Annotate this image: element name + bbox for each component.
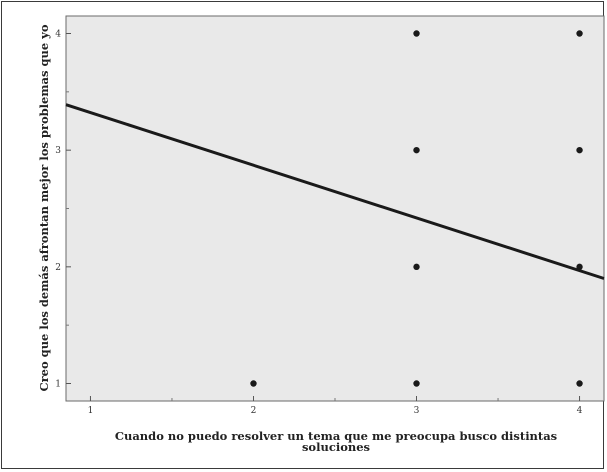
- data-point: [576, 146, 583, 154]
- x-tick-label: 4: [577, 406, 583, 416]
- data-point: [576, 263, 583, 271]
- x-tick-label: 3: [414, 406, 420, 416]
- data-point: [250, 380, 257, 387]
- x-tick-label: 1: [88, 406, 94, 416]
- y-tick-label: 4: [55, 30, 61, 40]
- data-points: [250, 30, 583, 387]
- y-tick-label: 3: [55, 146, 61, 156]
- y-tick-label: 1: [55, 380, 61, 390]
- y-tick-label: 2: [55, 263, 61, 273]
- x-axis-title-line-1: Cuando no puedo resolver un tema que me …: [115, 429, 557, 443]
- x-tick-label: 2: [251, 406, 257, 416]
- data-point: [413, 380, 420, 387]
- data-point: [413, 146, 420, 154]
- x-axis-title-line-2: soluciones: [302, 440, 370, 454]
- plot-area: [65, 15, 605, 402]
- data-point: [413, 263, 420, 271]
- data-point: [576, 380, 583, 387]
- y-axis: 1 2 3 4: [55, 30, 71, 390]
- regression-line: [65, 103, 605, 280]
- data-point: [576, 30, 583, 37]
- x-axis: 1 2 3 4: [88, 396, 583, 416]
- y-axis-title: Creo que los demás afrontan mejor los pr…: [37, 24, 51, 391]
- data-point: [413, 30, 420, 37]
